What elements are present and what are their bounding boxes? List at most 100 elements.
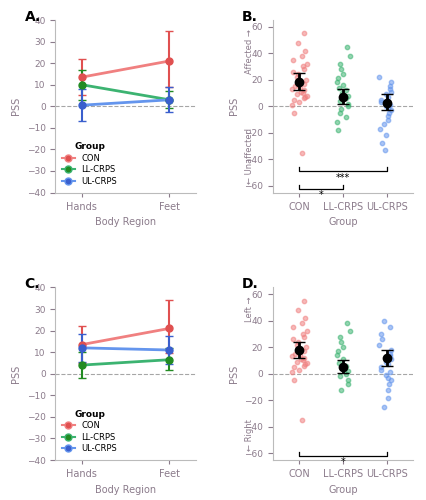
Point: [343, 370, 350, 378]
Point: [388, 376, 394, 384]
Point: [339, 81, 346, 89]
Point: [291, 109, 297, 117]
Point: [345, 92, 352, 100]
Point: [380, 316, 387, 324]
X-axis label: Body Region: Body Region: [95, 217, 156, 227]
Point: [302, 360, 309, 368]
Point: [300, 89, 307, 97]
Point: [302, 314, 308, 322]
Legend: CON, LL-CRPS, UL-CRPS: CON, LL-CRPS, UL-CRPS: [60, 140, 119, 188]
Point: [388, 78, 395, 86]
Point: [291, 350, 298, 358]
Point: [383, 90, 390, 98]
Point: [300, 332, 307, 340]
Point: [378, 363, 385, 371]
Point: [388, 346, 395, 354]
Point: [339, 355, 346, 363]
Text: A.: A.: [25, 10, 41, 24]
Point: [385, 374, 391, 382]
Point: [335, 347, 342, 355]
Point: [345, 102, 351, 110]
Point: [388, 355, 395, 363]
Y-axis label: PSS: PSS: [11, 364, 21, 383]
Text: B.: B.: [242, 10, 258, 24]
Point: [299, 320, 306, 328]
Point: [343, 320, 350, 328]
Point: [376, 340, 383, 348]
Point: [334, 78, 341, 86]
Point: [298, 355, 305, 363]
Point: [339, 89, 345, 97]
Point: [300, 356, 307, 364]
Point: [335, 84, 342, 92]
Text: Left →: Left →: [245, 296, 254, 322]
Point: [386, 82, 393, 90]
Point: [299, 416, 305, 424]
Point: [347, 52, 354, 60]
Point: [386, 324, 393, 332]
Point: [386, 380, 392, 388]
Point: [345, 367, 352, 375]
Point: [295, 81, 302, 89]
Point: [289, 324, 296, 332]
Point: [301, 86, 308, 94]
Point: [345, 380, 351, 388]
Text: ***: ***: [336, 172, 350, 182]
Point: [303, 359, 310, 367]
Point: [379, 140, 386, 147]
Point: [299, 52, 306, 60]
Point: [386, 350, 393, 358]
Point: [383, 371, 390, 379]
Point: [382, 146, 389, 154]
Point: [302, 93, 309, 101]
Point: [301, 347, 308, 355]
Point: [377, 366, 384, 374]
Y-axis label: PSS: PSS: [11, 97, 21, 116]
Y-axis label: PSS: PSS: [229, 97, 239, 116]
Point: [377, 98, 384, 106]
Point: [302, 76, 309, 84]
Point: [383, 358, 390, 366]
Point: [291, 363, 298, 371]
Point: [385, 93, 391, 101]
Point: [301, 80, 308, 88]
Point: [339, 70, 346, 78]
Point: [335, 126, 342, 134]
Text: *: *: [319, 190, 323, 200]
Point: [378, 96, 385, 104]
Point: [303, 328, 310, 336]
Point: [336, 109, 343, 117]
Point: [294, 340, 301, 348]
Point: [388, 88, 395, 96]
Point: [376, 125, 383, 133]
Point: [288, 101, 295, 109]
Point: [290, 335, 297, 343]
Point: [337, 60, 344, 68]
Point: [300, 62, 307, 70]
Point: [299, 148, 305, 156]
Point: [303, 92, 310, 100]
Point: [291, 376, 297, 384]
Point: [294, 358, 300, 366]
Point: [298, 346, 305, 354]
Point: [295, 348, 302, 356]
Point: [300, 94, 307, 102]
Point: [339, 364, 345, 372]
Text: C.: C.: [25, 277, 40, 291]
Point: [380, 120, 387, 128]
Point: [335, 359, 342, 367]
Point: [295, 366, 302, 374]
Point: [334, 351, 341, 359]
Point: [300, 330, 307, 338]
Point: [301, 354, 308, 362]
Point: [302, 343, 309, 351]
Point: [343, 94, 350, 102]
Point: [300, 296, 307, 304]
Text: ← Right: ← Right: [245, 420, 254, 452]
Point: [295, 338, 302, 346]
Point: [337, 372, 343, 380]
Point: [289, 85, 296, 93]
Text: D.: D.: [242, 277, 259, 291]
Point: [302, 46, 308, 54]
Point: [339, 343, 346, 351]
